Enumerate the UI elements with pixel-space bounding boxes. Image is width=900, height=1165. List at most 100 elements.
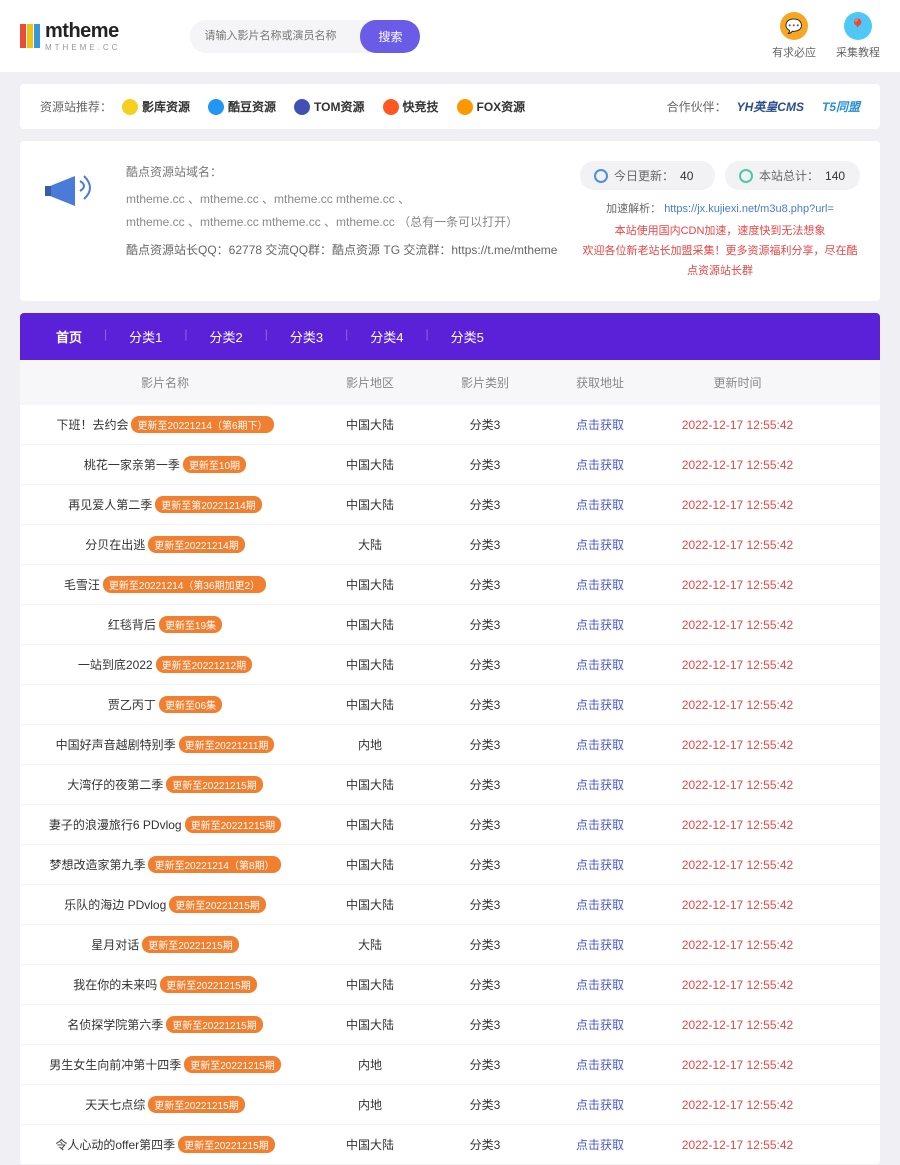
logo-bar xyxy=(20,24,26,48)
cell-time: 2022-12-17 12:55:42 xyxy=(660,1018,815,1032)
cell-time: 2022-12-17 12:55:42 xyxy=(660,658,815,672)
cell-link[interactable]: 点击获取 xyxy=(540,616,660,633)
search-input[interactable] xyxy=(190,20,360,53)
partner-icon xyxy=(208,99,224,115)
cell-link[interactable]: 点击获取 xyxy=(540,1056,660,1073)
cell-name[interactable]: 中国好声音越剧特别季更新至20221211期 xyxy=(20,736,310,753)
cell-region: 中国大陆 xyxy=(310,456,430,473)
header-icon[interactable]: 💬有求必应 xyxy=(772,12,816,60)
cell-name[interactable]: 乐队的海边 PDvlog更新至20221215期 xyxy=(20,896,310,913)
stat-icon xyxy=(594,169,608,183)
search-button[interactable]: 搜索 xyxy=(360,20,420,53)
cell-link[interactable]: 点击获取 xyxy=(540,976,660,993)
partner-cms[interactable]: YH英皇CMS xyxy=(737,98,804,115)
cell-link[interactable]: 点击获取 xyxy=(540,496,660,513)
cell-link[interactable]: 点击获取 xyxy=(540,536,660,553)
cell-category: 分类3 xyxy=(430,856,540,873)
cell-link[interactable]: 点击获取 xyxy=(540,816,660,833)
nav-item[interactable]: 首页 xyxy=(40,313,98,360)
update-badge: 更新至20221214（第8期） xyxy=(148,856,280,873)
cell-link[interactable]: 点击获取 xyxy=(540,456,660,473)
cell-time: 2022-12-17 12:55:42 xyxy=(660,1098,815,1112)
col-header-region: 影片地区 xyxy=(310,374,430,391)
info-title: 酷点资源站域名： xyxy=(126,161,580,184)
update-badge: 更新至20221215期 xyxy=(169,896,266,913)
nav-item[interactable]: 分类5 xyxy=(435,313,500,360)
nav-item[interactable]: 分类3 xyxy=(274,313,339,360)
stat-pill: 今日更新：40 xyxy=(580,161,715,190)
cell-category: 分类3 xyxy=(430,696,540,713)
cell-time: 2022-12-17 12:55:42 xyxy=(660,858,815,872)
logo[interactable]: mtheme MTHEME.CC xyxy=(20,20,120,52)
cell-name[interactable]: 再见爱人第二季更新至第20221214期 xyxy=(20,496,310,513)
cell-category: 分类3 xyxy=(430,656,540,673)
cell-region: 中国大陆 xyxy=(310,696,430,713)
cell-link[interactable]: 点击获取 xyxy=(540,776,660,793)
nav-separator: | xyxy=(259,313,274,360)
cell-name[interactable]: 分贝在出逃更新至20221214期 xyxy=(20,536,310,553)
partner-item[interactable]: 快竞技 xyxy=(383,98,439,115)
partners-label: 资源站推荐： xyxy=(40,98,112,115)
partner-link[interactable]: T5同盟 xyxy=(822,98,860,115)
cell-name[interactable]: 毛雪汪更新至20221214（第36期加更2） xyxy=(20,576,310,593)
parse-label: 加速解析： xyxy=(606,203,661,215)
cell-name[interactable]: 桃花一家亲第一季更新至10期 xyxy=(20,456,310,473)
cell-link[interactable]: 点击获取 xyxy=(540,936,660,953)
cell-link[interactable]: 点击获取 xyxy=(540,736,660,753)
cell-name[interactable]: 贾乙丙丁更新至06集 xyxy=(20,696,310,713)
header: mtheme MTHEME.CC 搜索 💬有求必应 📍采集教程 xyxy=(0,0,900,72)
partner-item[interactable]: 酷豆资源 xyxy=(208,98,276,115)
cell-region: 中国大陆 xyxy=(310,576,430,593)
cell-name[interactable]: 男生女生向前冲第十四季更新至20221215期 xyxy=(20,1056,310,1073)
cell-link[interactable]: 点击获取 xyxy=(540,1016,660,1033)
partners-right-label: 合作伙伴： xyxy=(667,98,727,115)
cell-link[interactable]: 点击获取 xyxy=(540,656,660,673)
update-badge: 更新至10期 xyxy=(183,456,246,473)
cell-link[interactable]: 点击获取 xyxy=(540,856,660,873)
cell-category: 分类3 xyxy=(430,536,540,553)
partner-item[interactable]: FOX资源 xyxy=(457,98,526,115)
cell-category: 分类3 xyxy=(430,896,540,913)
cell-name[interactable]: 名侦探学院第六季更新至20221215期 xyxy=(20,1016,310,1033)
nav-separator: | xyxy=(339,313,354,360)
domain-links[interactable]: mtheme.cc 、mtheme.cc mtheme.cc 、mtheme.c… xyxy=(126,215,518,229)
cell-name[interactable]: 我在你的未来吗更新至20221215期 xyxy=(20,976,310,993)
nav-item[interactable]: 分类4 xyxy=(354,313,419,360)
cell-name[interactable]: 红毯背后更新至19集 xyxy=(20,616,310,633)
parse-url[interactable]: https://jx.kujiexi.net/m3u8.php?url= xyxy=(664,203,834,215)
cell-category: 分类3 xyxy=(430,1056,540,1073)
cell-name[interactable]: 天天七点综更新至20221215期 xyxy=(20,1096,310,1113)
partner-icon xyxy=(122,99,138,115)
table-row: 妻子的浪漫旅行6 PDvlog更新至20221215期 中国大陆 分类3 点击获… xyxy=(20,805,880,845)
cell-name[interactable]: 星月对话更新至20221215期 xyxy=(20,936,310,953)
cell-link[interactable]: 点击获取 xyxy=(540,896,660,913)
cell-name[interactable]: 下班！去约会更新至20221214（第6期下） xyxy=(20,416,310,433)
nav-separator: | xyxy=(178,313,193,360)
cell-region: 中国大陆 xyxy=(310,416,430,433)
cell-link[interactable]: 点击获取 xyxy=(540,696,660,713)
cell-name[interactable]: 令人心动的offer第四季更新至20221215期 xyxy=(20,1136,310,1153)
cell-link[interactable]: 点击获取 xyxy=(540,1096,660,1113)
cell-name[interactable]: 妻子的浪漫旅行6 PDvlog更新至20221215期 xyxy=(20,816,310,833)
cell-name[interactable]: 大湾仔的夜第二季更新至20221215期 xyxy=(20,776,310,793)
nav-item[interactable]: 分类2 xyxy=(194,313,259,360)
header-icon[interactable]: 📍采集教程 xyxy=(836,12,880,60)
cell-link[interactable]: 点击获取 xyxy=(540,1136,660,1153)
cell-name[interactable]: 梦想改造家第九季更新至20221214（第8期） xyxy=(20,856,310,873)
nav-item[interactable]: 分类1 xyxy=(113,313,178,360)
logo-bar xyxy=(34,24,40,48)
table-row: 分贝在出逃更新至20221214期 大陆 分类3 点击获取 2022-12-17… xyxy=(20,525,880,565)
cell-name[interactable]: 一站到底2022更新至20221212期 xyxy=(20,656,310,673)
cell-link[interactable]: 点击获取 xyxy=(540,416,660,433)
domain-links[interactable]: mtheme.cc 、mtheme.cc 、mtheme.cc mtheme.c… xyxy=(126,192,410,206)
table-row: 桃花一家亲第一季更新至10期 中国大陆 分类3 点击获取 2022-12-17 … xyxy=(20,445,880,485)
partner-icon xyxy=(294,99,310,115)
cell-link[interactable]: 点击获取 xyxy=(540,576,660,593)
cell-time: 2022-12-17 12:55:42 xyxy=(660,778,815,792)
header-icon-glyph: 💬 xyxy=(780,12,808,40)
cell-time: 2022-12-17 12:55:42 xyxy=(660,1138,815,1152)
partner-item[interactable]: TOM资源 xyxy=(294,98,364,115)
table-row: 令人心动的offer第四季更新至20221215期 中国大陆 分类3 点击获取 … xyxy=(20,1125,880,1165)
partner-item[interactable]: 影库资源 xyxy=(122,98,190,115)
partner-icon xyxy=(383,99,399,115)
